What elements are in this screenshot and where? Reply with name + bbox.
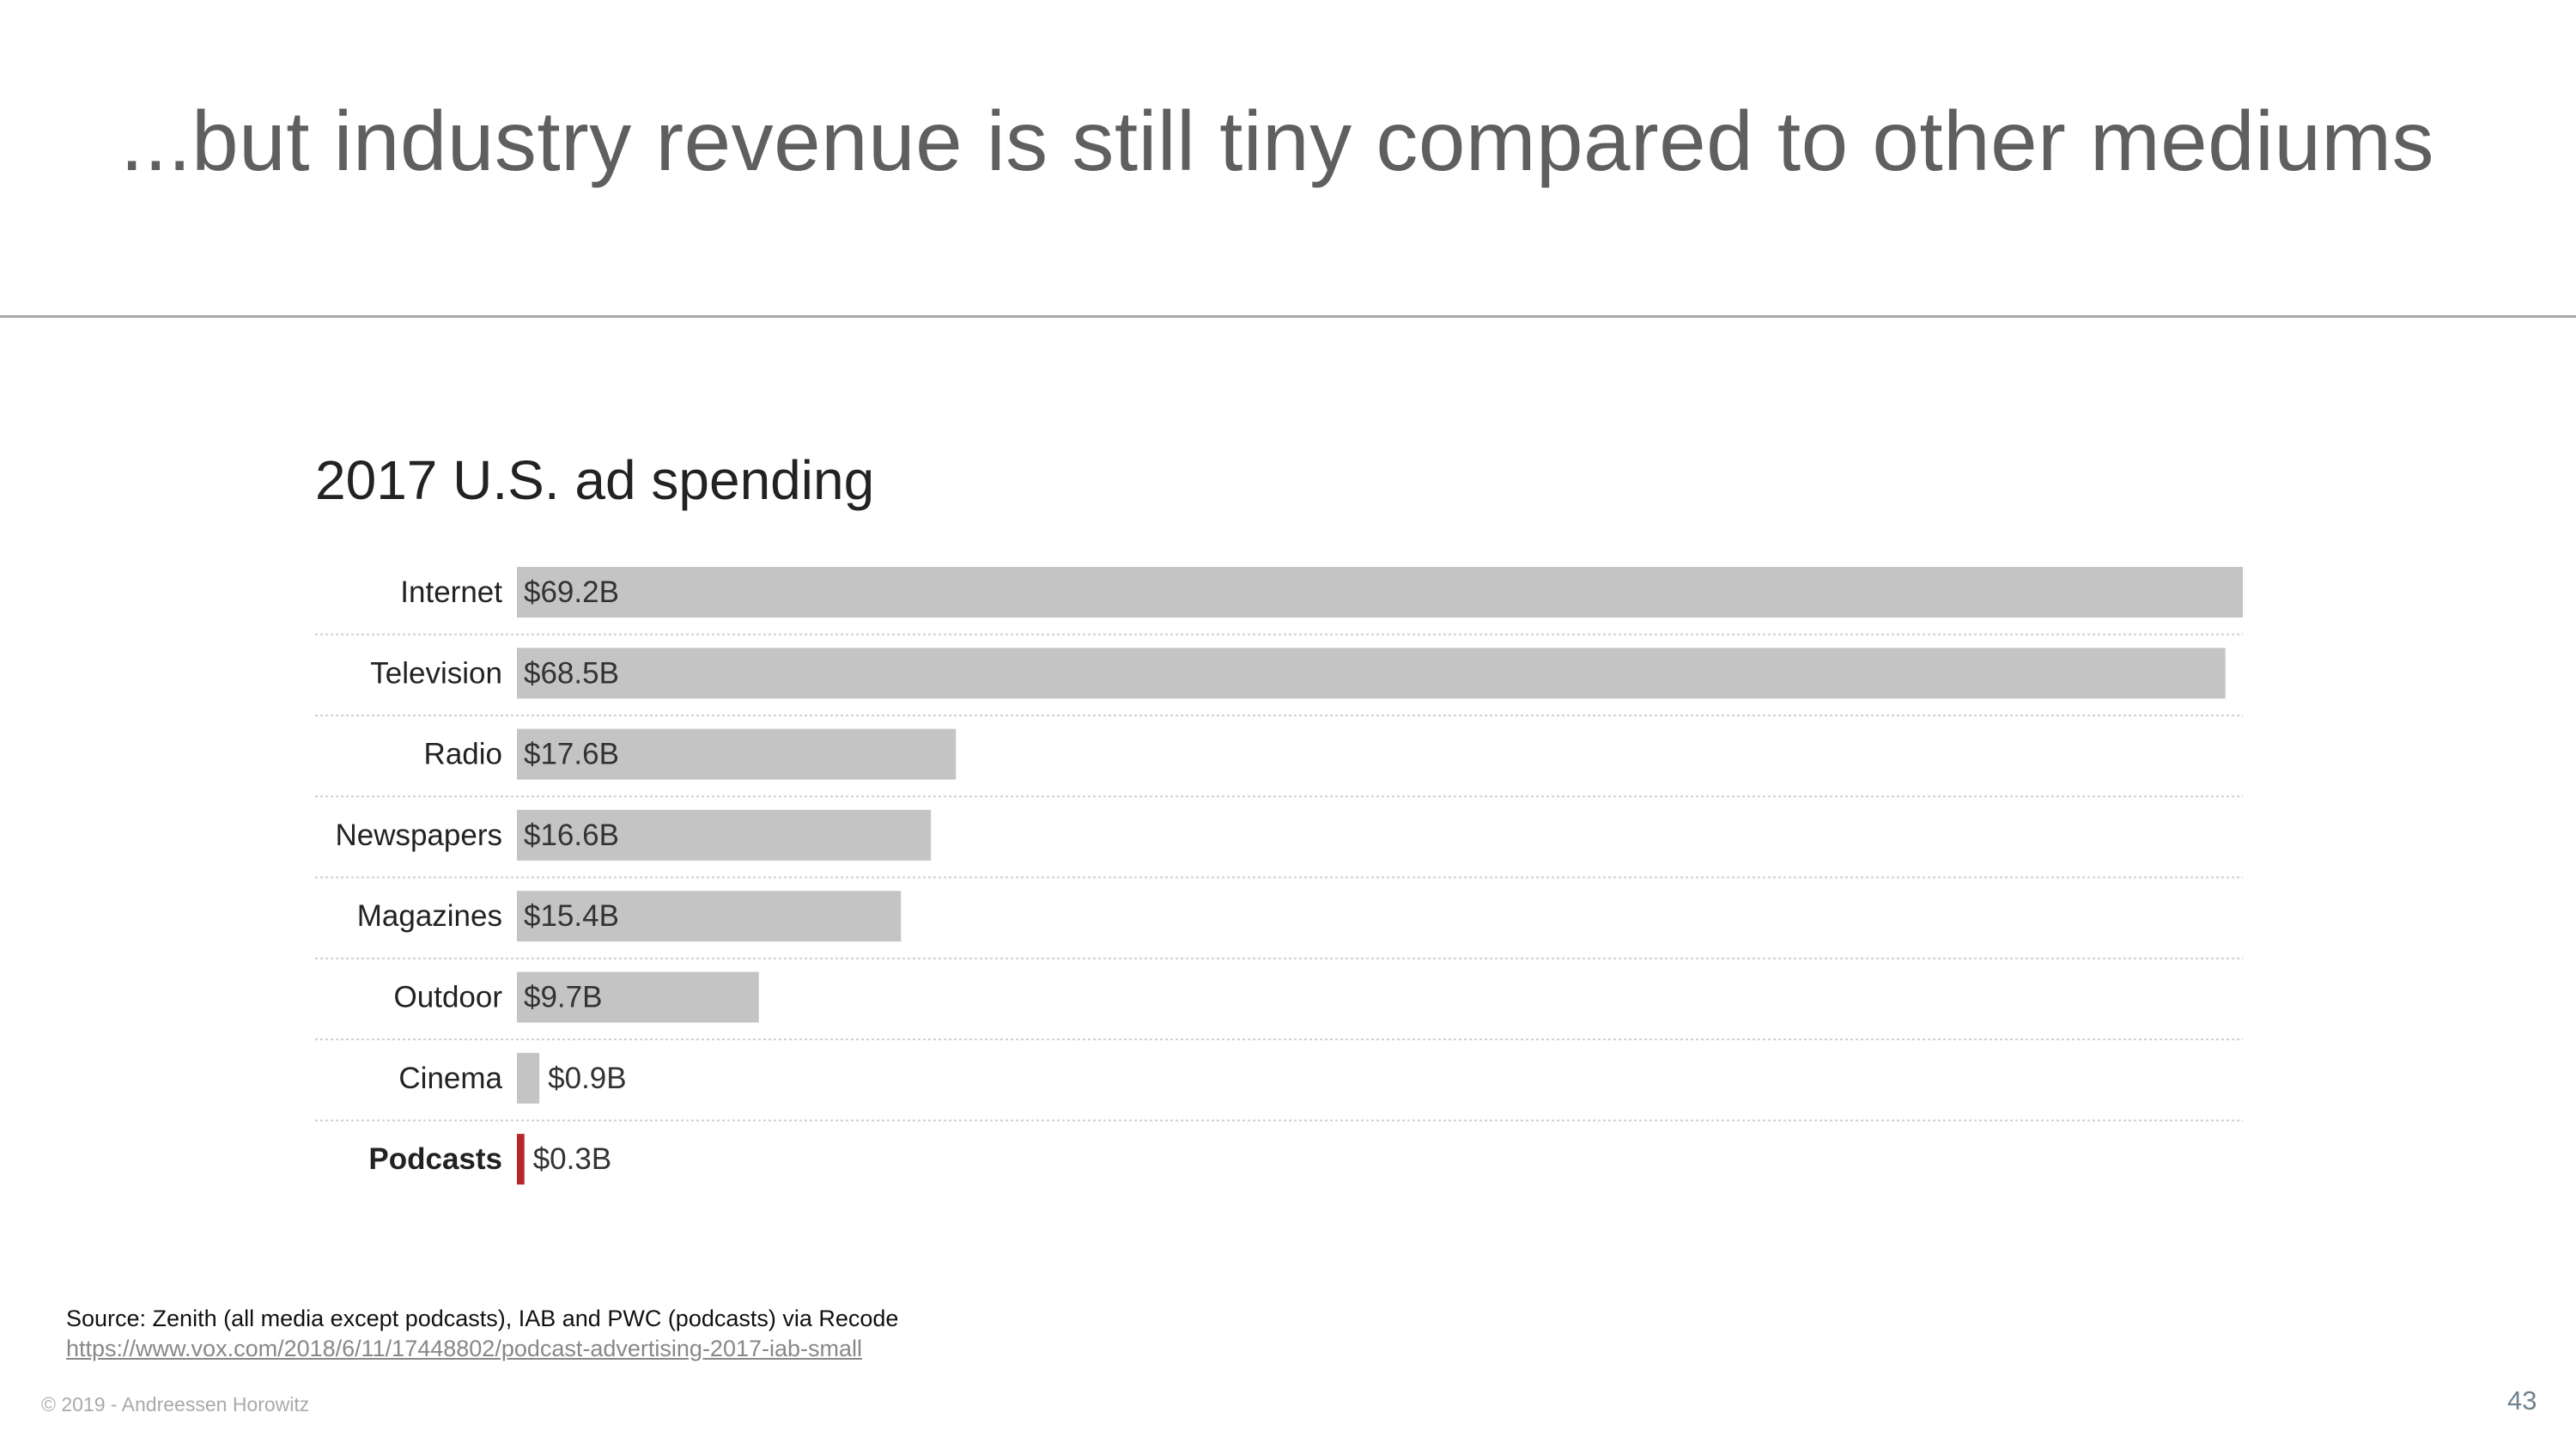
value-label-cinema: $0.9B xyxy=(548,1062,626,1095)
category-label-magazines: Magazines xyxy=(357,899,502,933)
category-label-podcasts: Podcasts xyxy=(368,1142,502,1176)
bar-outdoor xyxy=(517,971,759,1023)
bar-television xyxy=(517,648,2226,699)
chart-title: 2017 U.S. ad spending xyxy=(315,449,875,511)
value-label-newspapers: $16.6B xyxy=(524,819,619,852)
bar-cinema xyxy=(517,1052,540,1104)
slide-title: ...but industry revenue is still tiny co… xyxy=(120,94,2435,188)
bar-internet xyxy=(517,567,2243,618)
category-label-internet: Internet xyxy=(400,575,502,609)
value-label-television: $68.5B xyxy=(524,656,619,690)
bar-radio xyxy=(517,728,957,780)
bar-podcasts xyxy=(517,1134,525,1185)
category-label-cinema: Cinema xyxy=(398,1062,502,1095)
value-label-outdoor: $9.7B xyxy=(524,981,602,1014)
source-note: Source: Zenith (all media except podcast… xyxy=(66,1306,899,1331)
value-label-radio: $17.6B xyxy=(524,738,619,771)
category-label-radio: Radio xyxy=(424,738,502,771)
category-label-outdoor: Outdoor xyxy=(394,981,503,1014)
category-label-television: Television xyxy=(370,656,502,690)
bar-newspapers xyxy=(517,809,932,861)
value-label-internet: $69.2B xyxy=(524,575,619,609)
value-label-magazines: $15.4B xyxy=(524,899,619,933)
bar-magazines xyxy=(517,891,902,942)
title-divider xyxy=(0,315,2576,318)
page-number: 43 xyxy=(2507,1385,2537,1416)
category-label-newspapers: Newspapers xyxy=(335,819,502,852)
value-label-podcasts: $0.3B xyxy=(533,1142,611,1176)
source-link[interactable]: https://www.vox.com/2018/6/11/17448802/p… xyxy=(66,1336,863,1361)
copyright: © 2019 - Andreessen Horowitz xyxy=(41,1393,310,1416)
